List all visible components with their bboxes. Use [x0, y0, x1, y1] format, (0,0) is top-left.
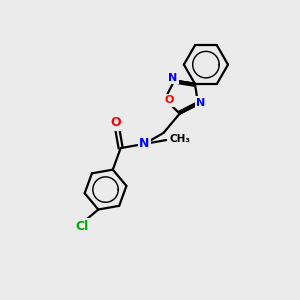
Text: N: N — [139, 137, 150, 150]
Text: N: N — [196, 98, 205, 108]
Text: CH₃: CH₃ — [169, 134, 190, 145]
Text: O: O — [165, 95, 174, 106]
Text: Cl: Cl — [76, 220, 89, 233]
Text: N: N — [168, 73, 178, 83]
Text: O: O — [110, 116, 121, 129]
